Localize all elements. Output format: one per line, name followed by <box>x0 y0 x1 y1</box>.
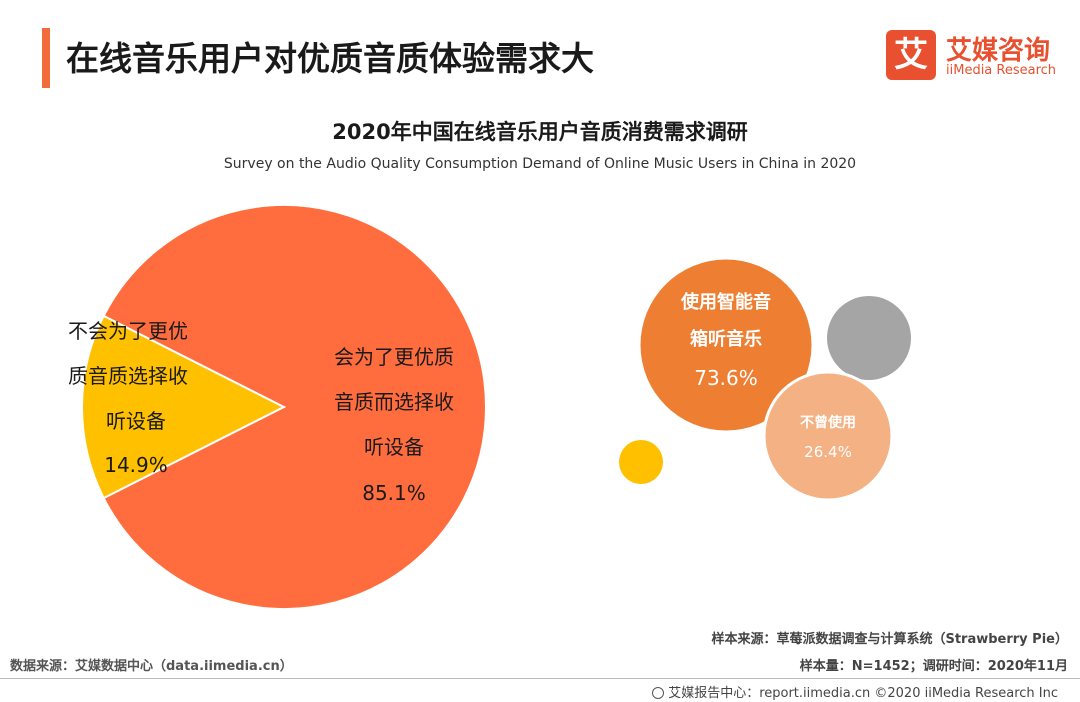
chart-subtitle: Survey on the Audio Quality Consumption … <box>223 156 857 172</box>
sample-source: 样本来源：草莓派数据调查与计算系统（Strawberry Pie） <box>711 632 1068 647</box>
pie-label-major: 音质而选择收 <box>334 390 454 414</box>
bubble-decor-yellow <box>619 440 663 484</box>
data-source: 数据来源：艾媒数据中心（data.iimedia.cn） <box>10 659 293 674</box>
bubble-smart-speaker-users <box>640 259 812 431</box>
bubble-never-used <box>762 370 894 502</box>
iimedia-logo-icon: 艾 <box>886 30 936 80</box>
pie-value-major: 85.1% <box>362 481 426 505</box>
page-title: 在线音乐用户对优质音质体验需求大 <box>66 39 594 78</box>
title-accent-bar <box>42 28 50 88</box>
sample-info: 样本量：N=1452；调研时间：2020年11月 <box>799 659 1068 674</box>
pie-label-minor: 质音质选择收 <box>68 364 188 388</box>
pie-label-major: 会为了更优质 <box>334 345 454 369</box>
pie-slice-minor <box>81 314 287 500</box>
globe-icon <box>652 687 665 699</box>
pie-label-minor: 不会为了更优 <box>68 319 188 343</box>
bubble-label: 箱听音乐 <box>690 328 762 350</box>
bubble-value: 73.6% <box>694 366 758 390</box>
logo-name-cn: 艾媒咨询 <box>946 36 1051 66</box>
bubble-label: 不曾使用 <box>800 414 856 431</box>
logo-name-en: iiMedia Research <box>946 63 1057 78</box>
footer-divider <box>0 678 1080 679</box>
pie-label-major: 听设备 <box>364 435 424 459</box>
footer-copyright-text: 艾媒报告中心：report.iimedia.cn ©2020 iiMedia R… <box>668 686 1058 701</box>
footer-copyright: 艾媒报告中心：report.iimedia.cn ©2020 iiMedia R… <box>652 682 1058 701</box>
bubble-label: 使用智能音 <box>680 291 771 313</box>
bubble-value: 26.4% <box>804 443 852 461</box>
pie-label-minor: 听设备 <box>106 409 166 433</box>
chart-title: 2020年中国在线音乐用户音质消费需求调研 <box>332 120 748 144</box>
pie-value-minor: 14.9% <box>104 453 168 477</box>
pie-slice-major <box>102 204 488 610</box>
bubble-decor-gray <box>827 296 911 380</box>
